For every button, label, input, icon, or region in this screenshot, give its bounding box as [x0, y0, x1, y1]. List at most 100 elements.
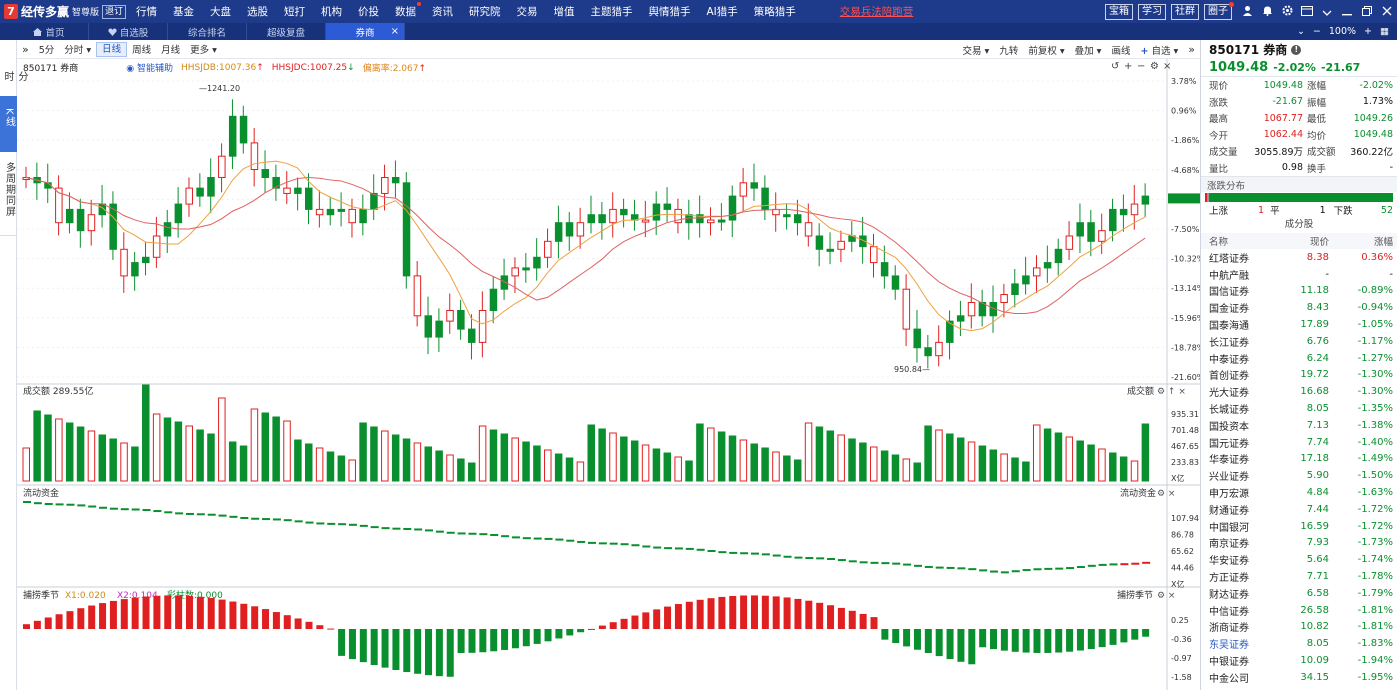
constituent-row[interactable]: 中银证券 10.09 -1.94%	[1201, 652, 1397, 669]
constituent-row[interactable]: 中信证券 26.58 -1.81%	[1201, 602, 1397, 619]
constituent-row[interactable]: 财达证券 6.58 -1.79%	[1201, 585, 1397, 602]
candle-body	[587, 214, 595, 224]
quote-label: 量比	[1209, 163, 1229, 175]
col-price[interactable]: 现价	[1309, 237, 1329, 248]
menu-item[interactable]: 价投	[358, 6, 379, 18]
kline-chart[interactable]: 3.78%0.96%-1.86%-4.68%-6.45%-7.50%-10.32…	[17, 59, 1205, 690]
flow-mark	[555, 538, 564, 541]
constituent-row[interactable]: 中金公司 34.15 -1.95%	[1201, 669, 1397, 686]
zoom-out-icon[interactable]: −	[1312, 26, 1321, 37]
period-daily[interactable]: 日线	[96, 41, 128, 57]
nine-turn-button[interactable]: 九转	[999, 45, 1019, 57]
tab-review[interactable]: 超级复盘	[247, 23, 326, 40]
app-logo[interactable]: 7 经传多赢 智尊版 退订	[0, 0, 128, 23]
menu-item[interactable]: 大盘	[210, 6, 231, 18]
constituent-row[interactable]: 国元证券 7.74 -1.40%	[1201, 434, 1397, 451]
unsubscribe-button[interactable]: 退订	[102, 4, 127, 19]
adjust-menu[interactable]: 前复权 ▾	[1028, 45, 1065, 57]
constituent-row[interactable]: 长江证券 6.76 -1.17%	[1201, 333, 1397, 350]
constituent-row[interactable]: 光大证券 16.68 -1.30%	[1201, 383, 1397, 400]
community-button[interactable]: 社群	[1171, 3, 1199, 20]
quote-value: 1049.48	[1263, 79, 1303, 91]
tab-home[interactable]: 首页	[10, 23, 89, 40]
menu-item[interactable]: 行情	[136, 6, 157, 18]
constituent-row[interactable]: 中泰证券 6.24 -1.27%	[1201, 350, 1397, 367]
arrange-icon[interactable]: ▦	[1380, 26, 1389, 37]
volume-bar	[44, 414, 52, 482]
menu-item[interactable]: 基金	[173, 6, 194, 18]
constituent-row[interactable]: 华安证券 5.64 -1.74%	[1201, 551, 1397, 568]
col-name[interactable]: 名称	[1209, 237, 1229, 248]
season-bar	[99, 603, 107, 629]
chevron-down-icon[interactable]	[1317, 5, 1337, 19]
tab-kline-label: K线	[3, 108, 15, 129]
close-icon[interactable]	[1377, 5, 1397, 19]
constituent-row[interactable]: 方正证券 7.71 -1.78%	[1201, 568, 1397, 585]
draw-line-button[interactable]: 画线	[1111, 45, 1131, 57]
constituent-row[interactable]: 长城证券 8.05 -1.35%	[1201, 400, 1397, 417]
tab-ranking[interactable]: 综合排名	[168, 23, 247, 40]
constituent-row[interactable]: 国投资本 7.13 -1.38%	[1201, 417, 1397, 434]
season-bar	[425, 629, 433, 676]
zoom-in-icon[interactable]: +	[1364, 26, 1373, 37]
tab-close-icon[interactable]: ×	[390, 26, 399, 37]
menu-item[interactable]: 主题猎手	[590, 6, 633, 18]
menu-item[interactable]: 策略猎手	[753, 6, 796, 18]
trade-menu[interactable]: 交易 ▾	[962, 45, 990, 57]
period-intraday[interactable]: 分时 ▾	[64, 45, 92, 56]
constituent-row[interactable]: 南京证券 7.93 -1.73%	[1201, 535, 1397, 552]
tab-multi-period[interactable]: 多周期同屏	[0, 152, 17, 236]
menu-item[interactable]: 短打	[284, 6, 305, 18]
menu-item[interactable]: 增值	[553, 6, 575, 18]
window-icon[interactable]	[1297, 5, 1317, 19]
constituent-row[interactable]: 兴业证券 5.90 -1.50%	[1201, 467, 1397, 484]
tab-intraday[interactable]: 分时	[0, 40, 27, 96]
collapse-icon[interactable]: »	[22, 42, 29, 56]
constituent-row[interactable]: 中国银河 16.59 -1.72%	[1201, 518, 1397, 535]
candle-body	[728, 195, 737, 221]
promo-link[interactable]: 交易兵法陪跑营	[839, 6, 914, 18]
learn-button[interactable]: 学习	[1138, 3, 1166, 20]
menu-item[interactable]: 资讯	[432, 6, 453, 18]
period-5min[interactable]: 5分	[38, 45, 55, 56]
circle-button[interactable]: 圈子	[1204, 1, 1234, 20]
bell-icon[interactable]	[1257, 5, 1277, 19]
constituent-row[interactable]: 中航产融 - -	[1201, 266, 1397, 283]
minimize-icon[interactable]	[1337, 5, 1357, 19]
period-weekly[interactable]: 周线	[132, 45, 152, 56]
menu-item[interactable]: 数据	[387, 2, 424, 19]
constituent-row[interactable]: 浙商证券 10.82 -1.81%	[1201, 619, 1397, 636]
expand-icon[interactable]: »	[1188, 43, 1195, 56]
tab-dropdown-icon[interactable]: ⌄	[1296, 26, 1305, 37]
add-watchlist-button[interactable]: + 自选 ▾	[1140, 45, 1179, 57]
treasure-button[interactable]: 宝箱	[1105, 3, 1133, 20]
constituent-row[interactable]: 国泰海通 17.89 -1.05%	[1201, 316, 1397, 333]
constituent-row[interactable]: 财通证券 7.44 -1.72%	[1201, 501, 1397, 518]
info-icon[interactable]: !	[1291, 44, 1302, 55]
menu-item[interactable]: 舆情猎手	[648, 6, 691, 18]
period-monthly[interactable]: 月线	[161, 45, 181, 56]
menu-item[interactable]: 研究院	[469, 6, 501, 18]
restore-icon[interactable]	[1357, 5, 1377, 19]
menu-item[interactable]: AI猎手	[706, 6, 738, 18]
constituent-row[interactable]: 东吴证券 8.05 -1.83%	[1201, 635, 1397, 652]
constituent-row[interactable]: 国金证券 8.43 -0.94%	[1201, 299, 1397, 316]
quote-name: 券商	[1263, 43, 1288, 57]
overlay-menu[interactable]: 叠加 ▾	[1074, 45, 1102, 57]
col-change[interactable]: 涨幅	[1373, 237, 1393, 248]
tab-brokers[interactable]: 券商 ×	[326, 23, 405, 40]
tab-watchlist[interactable]: 自选股	[89, 23, 168, 40]
gear-icon[interactable]	[1277, 5, 1297, 19]
constituent-row[interactable]: 红塔证券 8.38 0.36%	[1201, 249, 1397, 266]
user-icon[interactable]	[1237, 5, 1257, 19]
constituent-row[interactable]: 申万宏源 4.84 -1.63%	[1201, 484, 1397, 501]
period-more[interactable]: 更多 ▾	[190, 45, 217, 56]
constituent-row[interactable]: 华泰证券 17.18 -1.49%	[1201, 451, 1397, 468]
menu-item[interactable]: 选股	[247, 6, 268, 18]
constituent-row[interactable]: 首创证券 19.72 -1.30%	[1201, 367, 1397, 384]
smart-assist-toggle[interactable]: ◉ 智能辅助	[126, 64, 173, 74]
constituent-row[interactable]: 国信证券 11.18 -0.89%	[1201, 283, 1397, 300]
tab-kline[interactable]: K线	[0, 96, 17, 152]
menu-item[interactable]: 交易	[516, 6, 538, 18]
menu-item[interactable]: 机构	[321, 6, 342, 18]
